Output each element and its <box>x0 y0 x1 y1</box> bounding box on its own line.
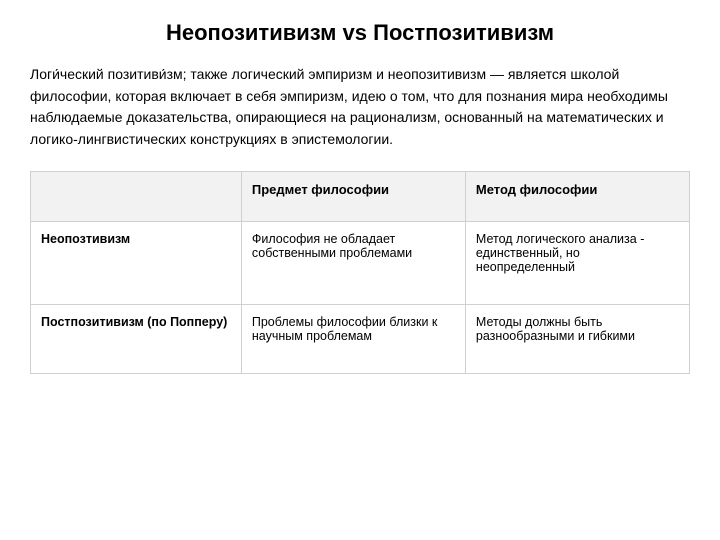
cell-method-neopositivism: Метод логического анализа - единственный… <box>465 221 689 304</box>
row-label-postpositivism: Постпозитивизм (по Попперу) <box>31 304 242 373</box>
col-header-method: Метод философии <box>465 171 689 221</box>
cell-method-postpositivism: Методы должны быть разнообразными и гибк… <box>465 304 689 373</box>
row-label-neopositivism: Неопозтивизм <box>31 221 242 304</box>
table-row: Постпозитивизм (по Попперу) Проблемы фил… <box>31 304 690 373</box>
page-title: Неопозитивизм vs Постпозитивизм <box>30 20 690 46</box>
table-header-row: Предмет философии Метод философии <box>31 171 690 221</box>
intro-paragraph: Логи́ческий позитиви́зм; также логически… <box>30 64 690 151</box>
comparison-table: Предмет философии Метод философии Неопоз… <box>30 171 690 374</box>
table-row: Неопозтивизм Философия не обладает собст… <box>31 221 690 304</box>
col-header-subject: Предмет философии <box>241 171 465 221</box>
cell-subject-postpositivism: Проблемы философии близки к научным проб… <box>241 304 465 373</box>
cell-subject-neopositivism: Философия не обладает собственными пробл… <box>241 221 465 304</box>
col-header-empty <box>31 171 242 221</box>
